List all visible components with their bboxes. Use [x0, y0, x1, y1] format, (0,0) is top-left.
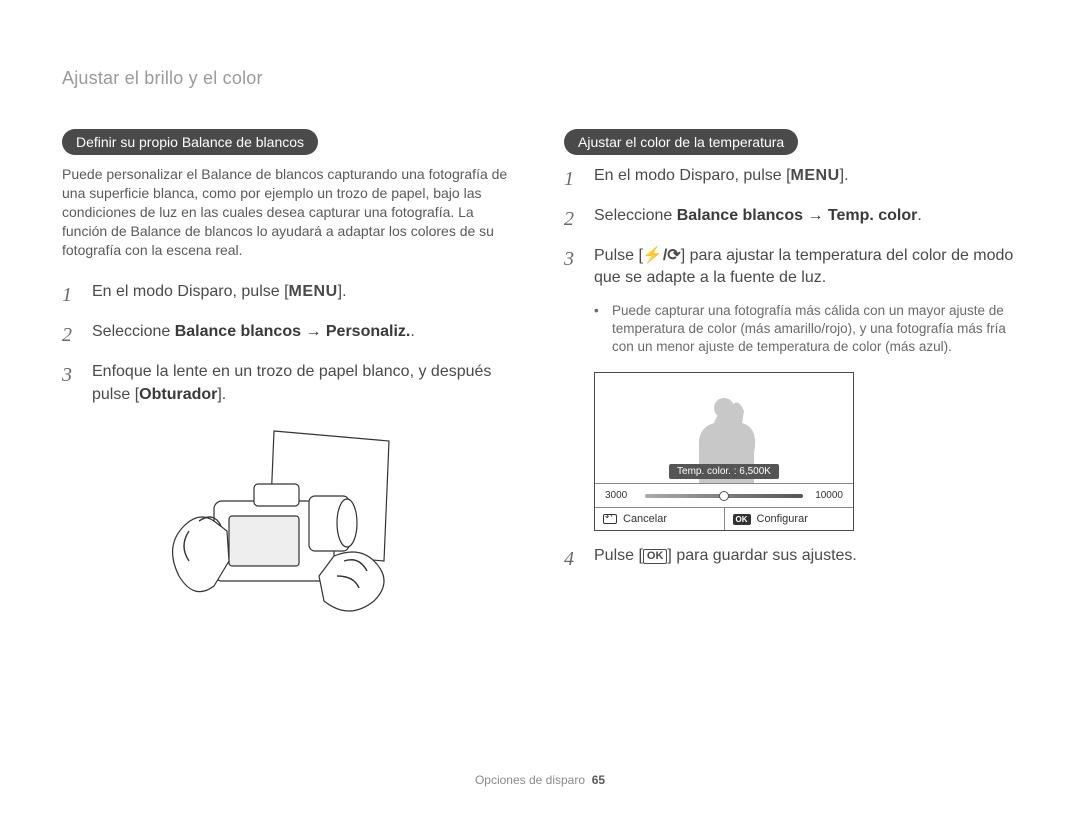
step-text: Pulse [OK] para guardar sus ajustes.: [594, 545, 1018, 573]
slider-min: 3000: [605, 490, 627, 501]
left-column: Definir su propio Balance de blancos Pue…: [62, 129, 516, 626]
back-icon: [603, 514, 617, 524]
lcd-cancel-label: Cancelar: [623, 513, 667, 525]
right-step-2: 2 Seleccione Balance blancos → Temp. col…: [564, 205, 1018, 233]
section-pill-define-wb: Definir su propio Balance de blancos: [62, 129, 318, 155]
bullet-text: Puede capturar una fotografía más cálida…: [612, 302, 1018, 357]
left-step-1: 1 En el modo Disparo, pulse [MENU].: [62, 281, 516, 309]
right-steps: 1 En el modo Disparo, pulse [MENU]. 2 Se…: [564, 165, 1018, 290]
step-text-part: Seleccione: [594, 207, 677, 224]
step-text-part: ] para guardar sus ajustes.: [667, 547, 856, 564]
menu-label: MENU: [289, 283, 338, 300]
right-step-1: 1 En el modo Disparo, pulse [MENU].: [564, 165, 1018, 193]
step-number: 3: [564, 245, 582, 290]
step-text: En el modo Disparo, pulse [MENU].: [594, 165, 1018, 193]
step-text-part: En el modo Disparo, pulse [: [594, 167, 791, 184]
step-text-part: .: [917, 207, 921, 224]
footer-page-number: 65: [592, 773, 605, 787]
slider-max: 10000: [815, 490, 843, 501]
step-bold: Obturador: [139, 386, 217, 403]
step-text: Enfoque la lente en un trozo de papel bl…: [92, 361, 516, 406]
section-pill-color-temp: Ajustar el color de la temperatura: [564, 129, 798, 155]
bullet-dot: •: [594, 302, 602, 357]
lcd-slider: 3000 10000: [595, 483, 853, 507]
right-step-3: 3 Pulse [⚡/⟳] para ajustar la temperatur…: [564, 245, 1018, 290]
footer-section: Opciones de disparo: [475, 773, 585, 787]
slider-track: [645, 494, 803, 498]
step-text-part: .: [410, 323, 414, 340]
ok-icon: OK: [733, 514, 751, 525]
step-number: 4: [564, 545, 582, 573]
lcd-preview: Temp. color. : 6,500K 3000 10000 Cancela…: [594, 372, 854, 531]
step-text: Seleccione Balance blancos → Temp. color…: [594, 205, 1018, 233]
step-bold: Balance blancos → Personaliz.: [175, 323, 411, 340]
step-text: Pulse [⚡/⟳] para ajustar la temperatura …: [594, 245, 1018, 290]
right-step-4: 4 Pulse [OK] para guardar sus ajustes.: [564, 545, 1018, 573]
step-number: 2: [62, 321, 80, 349]
lcd-cancel: Cancelar: [595, 508, 725, 530]
step-text-part: Pulse [: [594, 247, 643, 264]
left-step-2: 2 Seleccione Balance blancos → Personali…: [62, 321, 516, 349]
menu-label: MENU: [791, 167, 840, 184]
step-text-part: En el modo Disparo, pulse [: [92, 283, 289, 300]
step-text-part: ].: [840, 167, 849, 184]
step-number: 2: [564, 205, 582, 233]
step-text-part: ].: [338, 283, 347, 300]
lcd-preview-area: Temp. color. : 6,500K: [595, 373, 853, 483]
slider-knob: [719, 491, 729, 501]
step-number: 3: [62, 361, 80, 406]
step-text: Seleccione Balance blancos → Personaliz.…: [92, 321, 516, 349]
lcd-configure-label: Configurar: [757, 513, 808, 525]
right-column: Ajustar el color de la temperatura 1 En …: [564, 129, 1018, 626]
step-text-part: Seleccione: [92, 323, 175, 340]
step-bold: Balance blancos → Temp. color: [677, 207, 918, 224]
step-text-part: ].: [217, 386, 226, 403]
lcd-temp-label: Temp. color. : 6,500K: [669, 464, 779, 479]
lcd-footer: Cancelar OK Configurar: [595, 507, 853, 530]
step-text: En el modo Disparo, pulse [MENU].: [92, 281, 516, 309]
content-columns: Definir su propio Balance de blancos Pue…: [62, 129, 1018, 626]
right-steps-2: 4 Pulse [OK] para guardar sus ajustes.: [564, 545, 1018, 573]
step-number: 1: [62, 281, 80, 309]
lcd-configure: OK Configurar: [725, 508, 854, 530]
ok-button-glyph: OK: [643, 549, 668, 563]
page-header: Ajustar el brillo y el color: [62, 68, 1018, 89]
camera-hands-illustration: [159, 426, 419, 626]
left-step-3: 3 Enfoque la lente en un trozo de papel …: [62, 361, 516, 406]
note-bullet: • Puede capturar una fotografía más cáli…: [594, 302, 1018, 357]
intro-paragraph: Puede personalizar el Balance de blancos…: [62, 165, 516, 259]
flash-timer-icons: ⚡/⟳: [643, 247, 681, 264]
step-number: 1: [564, 165, 582, 193]
step-text-part: Pulse [: [594, 547, 643, 564]
left-steps: 1 En el modo Disparo, pulse [MENU]. 2 Se…: [62, 281, 516, 406]
page-footer: Opciones de disparo 65: [0, 773, 1080, 787]
